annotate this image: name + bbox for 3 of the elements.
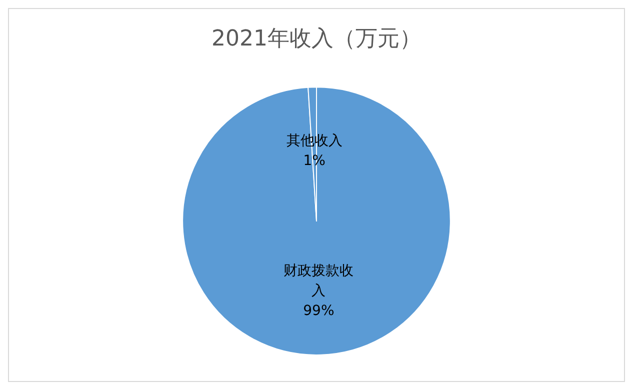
data-label: 99% — [303, 302, 334, 319]
chart-title: 2021年收入（万元） — [212, 26, 422, 52]
slice-label: 财政拨款收入 — [284, 262, 354, 299]
